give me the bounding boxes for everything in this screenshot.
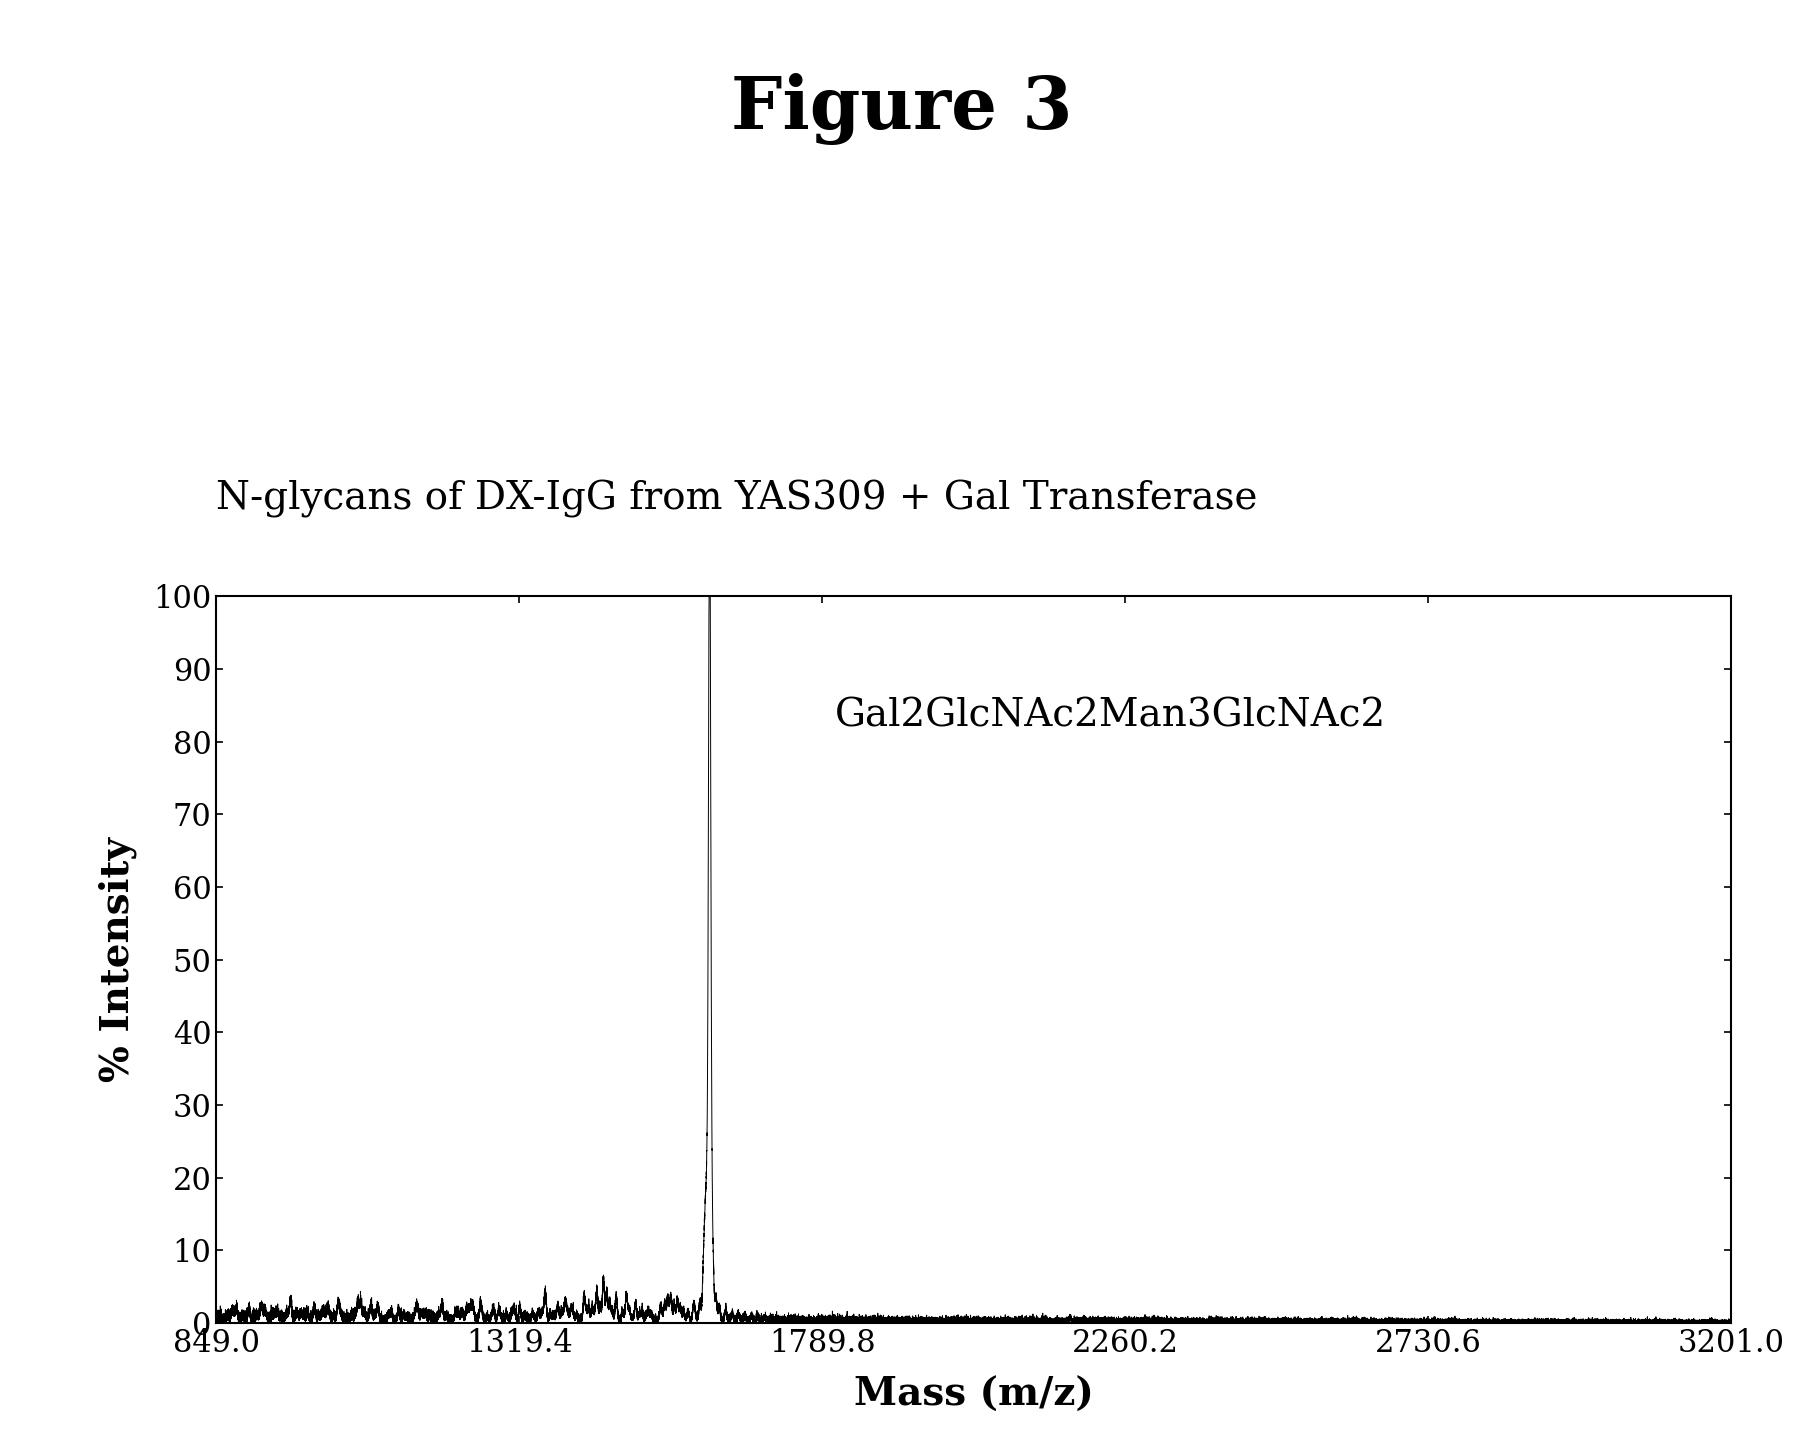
Y-axis label: % Intensity: % Intensity xyxy=(97,838,137,1082)
Text: Gal2GlcNAc2Man3GlcNAc2: Gal2GlcNAc2Man3GlcNAc2 xyxy=(835,698,1387,734)
Text: N-glycans of DX-IgG from YAS309 + Gal Transferase: N-glycans of DX-IgG from YAS309 + Gal Tr… xyxy=(216,480,1258,518)
X-axis label: Mass (m/z): Mass (m/z) xyxy=(853,1375,1094,1413)
Text: Figure 3: Figure 3 xyxy=(730,73,1073,145)
